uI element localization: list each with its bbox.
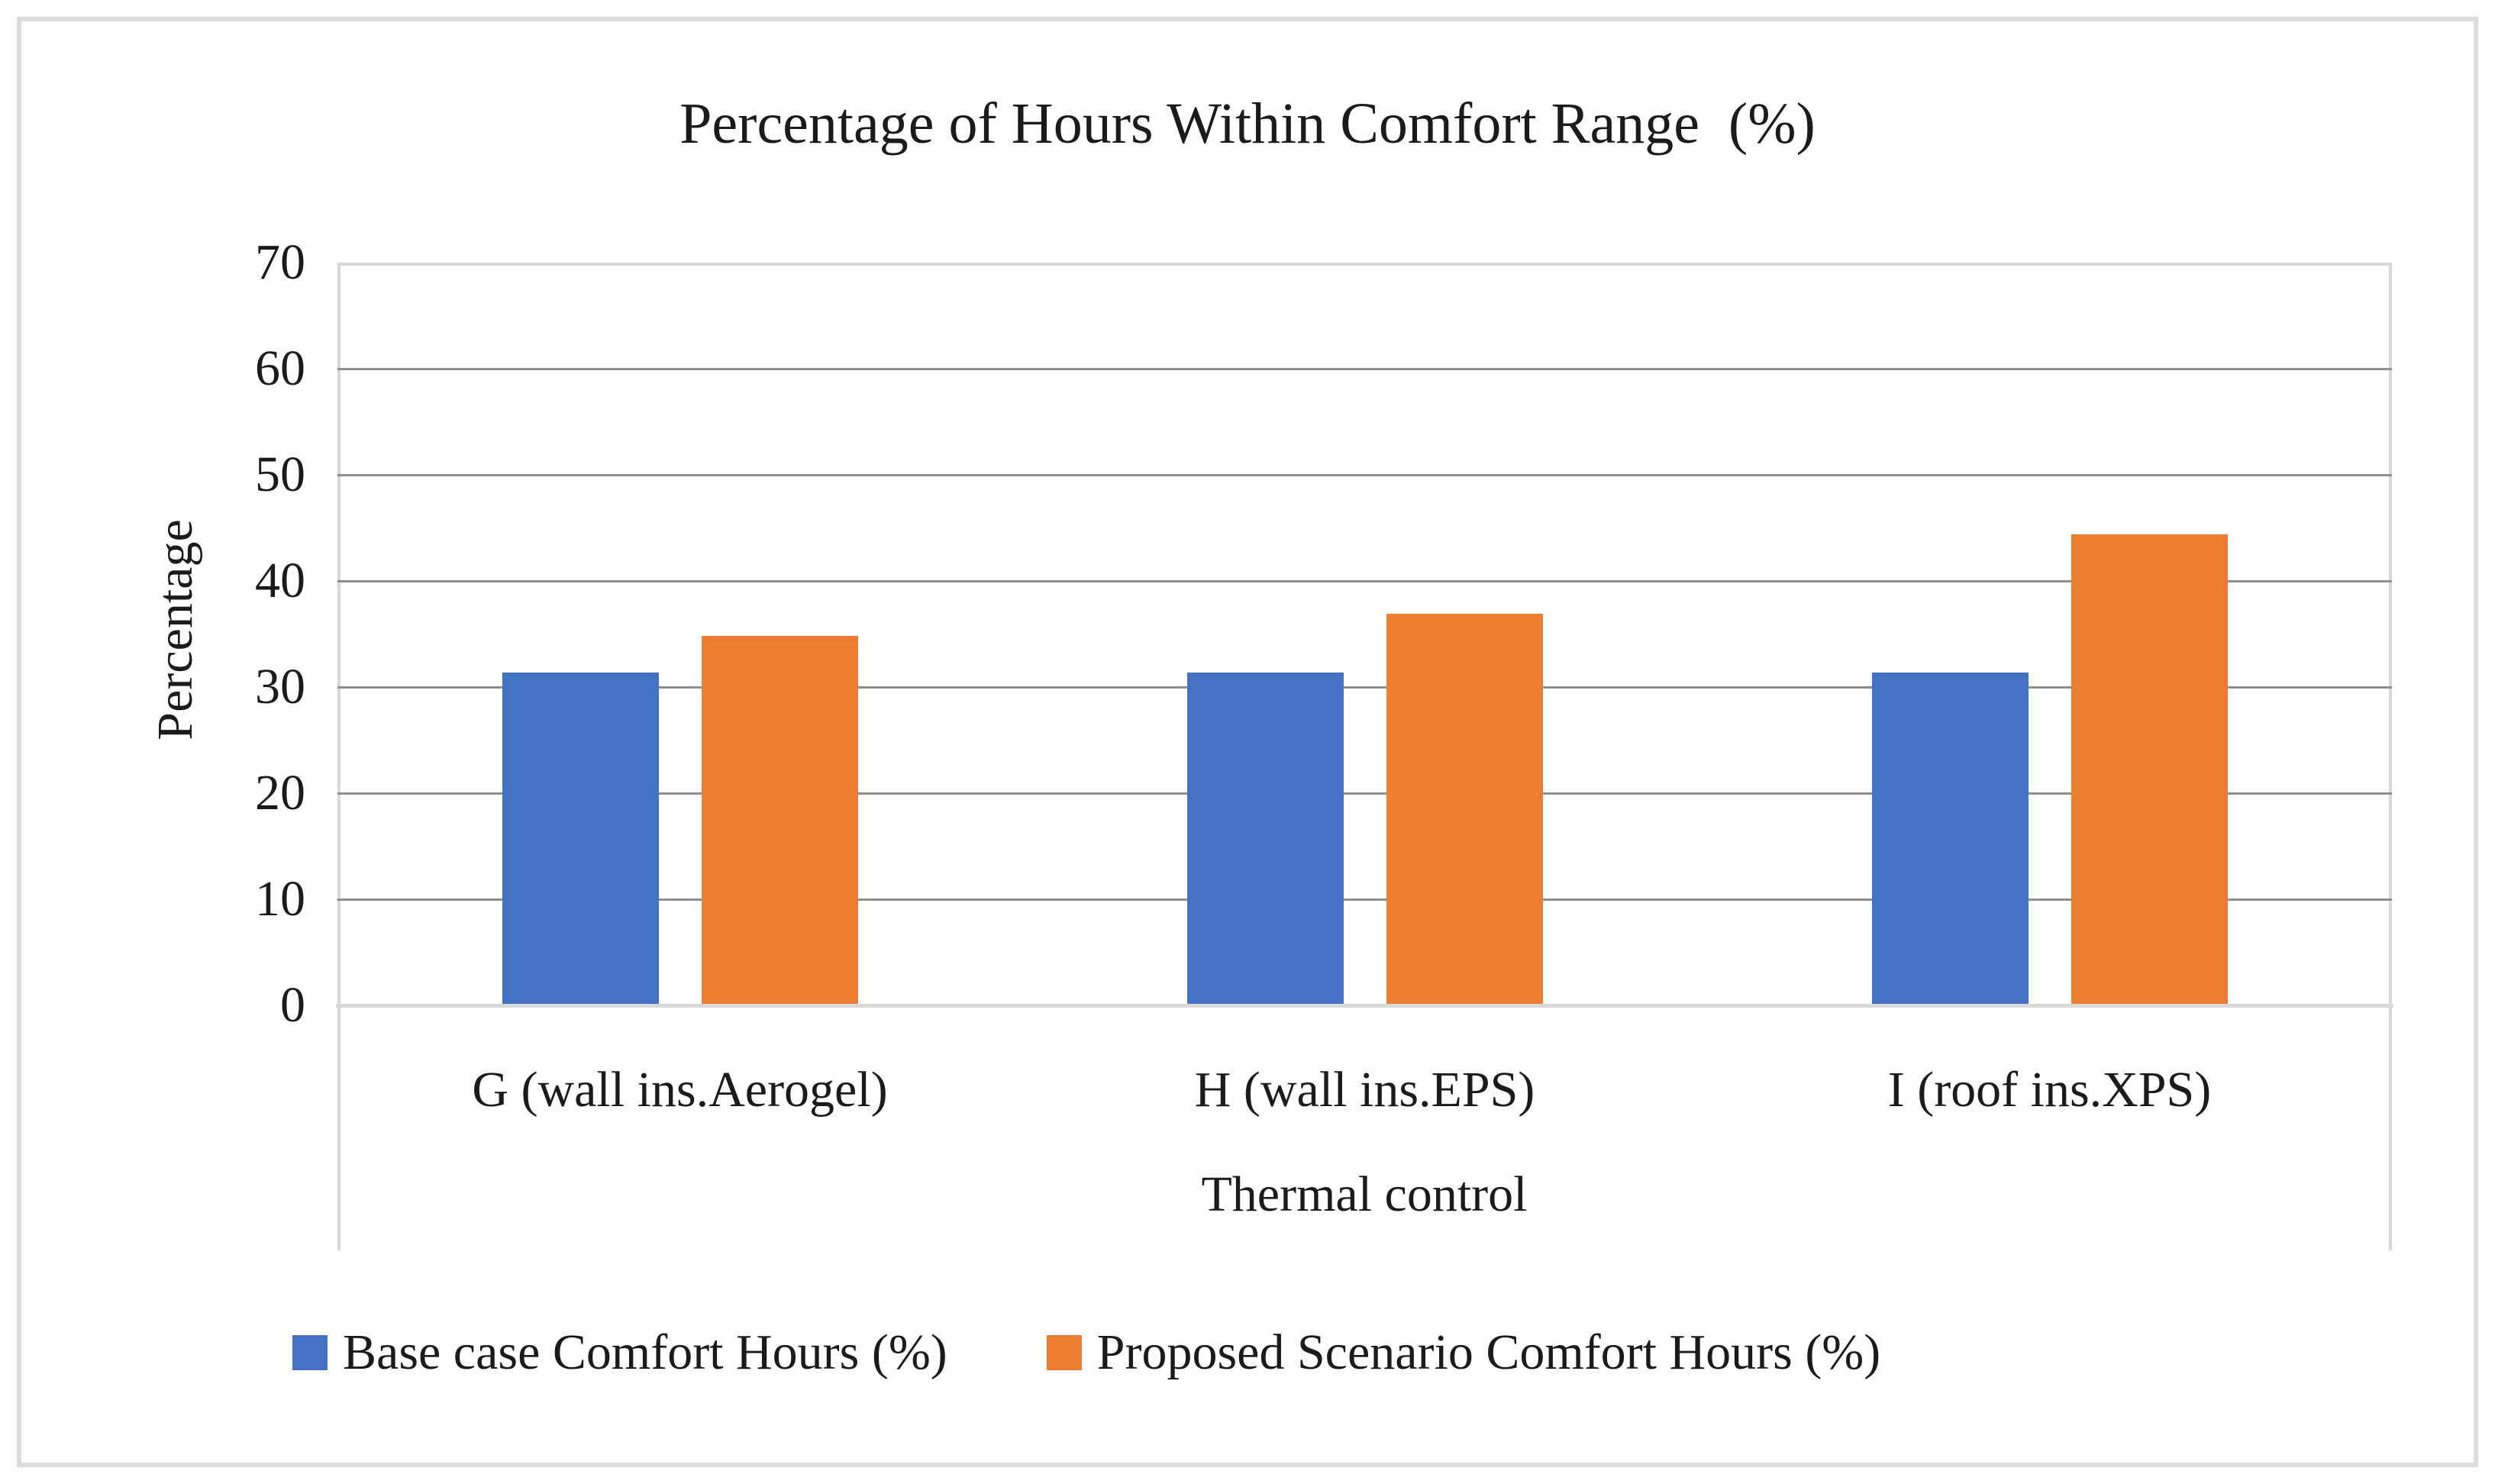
x-axis-title: Thermal control <box>1201 1166 1528 1222</box>
y-tick-label-20: 20 <box>255 765 305 821</box>
gridline-y-40 <box>337 580 2392 582</box>
x-axis-line <box>336 1004 2393 1008</box>
gridline-y-60 <box>337 368 2392 370</box>
y-tick-label-70: 70 <box>255 234 305 290</box>
x-category-label-0: G (wall ins.Aerogel) <box>472 1062 888 1118</box>
y-tick-label-10: 10 <box>255 871 305 927</box>
gridline-y-30 <box>337 686 2392 689</box>
x-category-label-2: I (roof ins.XPS) <box>1887 1062 2212 1118</box>
bar-series-1-category-1 <box>1386 614 1543 1005</box>
x-category-label-1: H (wall ins.EPS) <box>1194 1062 1535 1118</box>
y-tick-label-0: 0 <box>280 977 305 1033</box>
gridline-y-10 <box>337 898 2392 901</box>
legend-item-1: Proposed Scenario Comfort Hours (%) <box>1046 1324 1881 1382</box>
legend-item-0: Base case Comfort Hours (%) <box>292 1324 947 1382</box>
legend-label: Proposed Scenario Comfort Hours (%) <box>1096 1324 1881 1380</box>
y-tick-label-30: 30 <box>255 659 305 715</box>
legend-label: Base case Comfort Hours (%) <box>343 1324 947 1380</box>
bar-series-1-category-0 <box>701 636 858 1005</box>
bar-series-0-category-0 <box>502 672 659 1005</box>
bar-series-0-category-1 <box>1186 672 1344 1005</box>
chart-title: Percentage of Hours Within Comfort Range… <box>679 92 1816 156</box>
y-tick-label-40: 40 <box>255 553 305 608</box>
legend: Base case Comfort Hours (%) Proposed Scen… <box>292 1315 1880 1391</box>
y-tick-label-60: 60 <box>255 340 305 396</box>
bar-series-0-category-2 <box>1871 672 2029 1005</box>
gridline-y-50 <box>337 474 2392 476</box>
plot-area-border <box>337 263 2392 1250</box>
legend-swatch-icon <box>292 1335 328 1370</box>
gridline-y-20 <box>337 792 2392 795</box>
bar-series-1-category-2 <box>2071 534 2228 1005</box>
legend-swatch-icon <box>1046 1335 1082 1370</box>
y-tick-label-50: 50 <box>255 447 305 502</box>
